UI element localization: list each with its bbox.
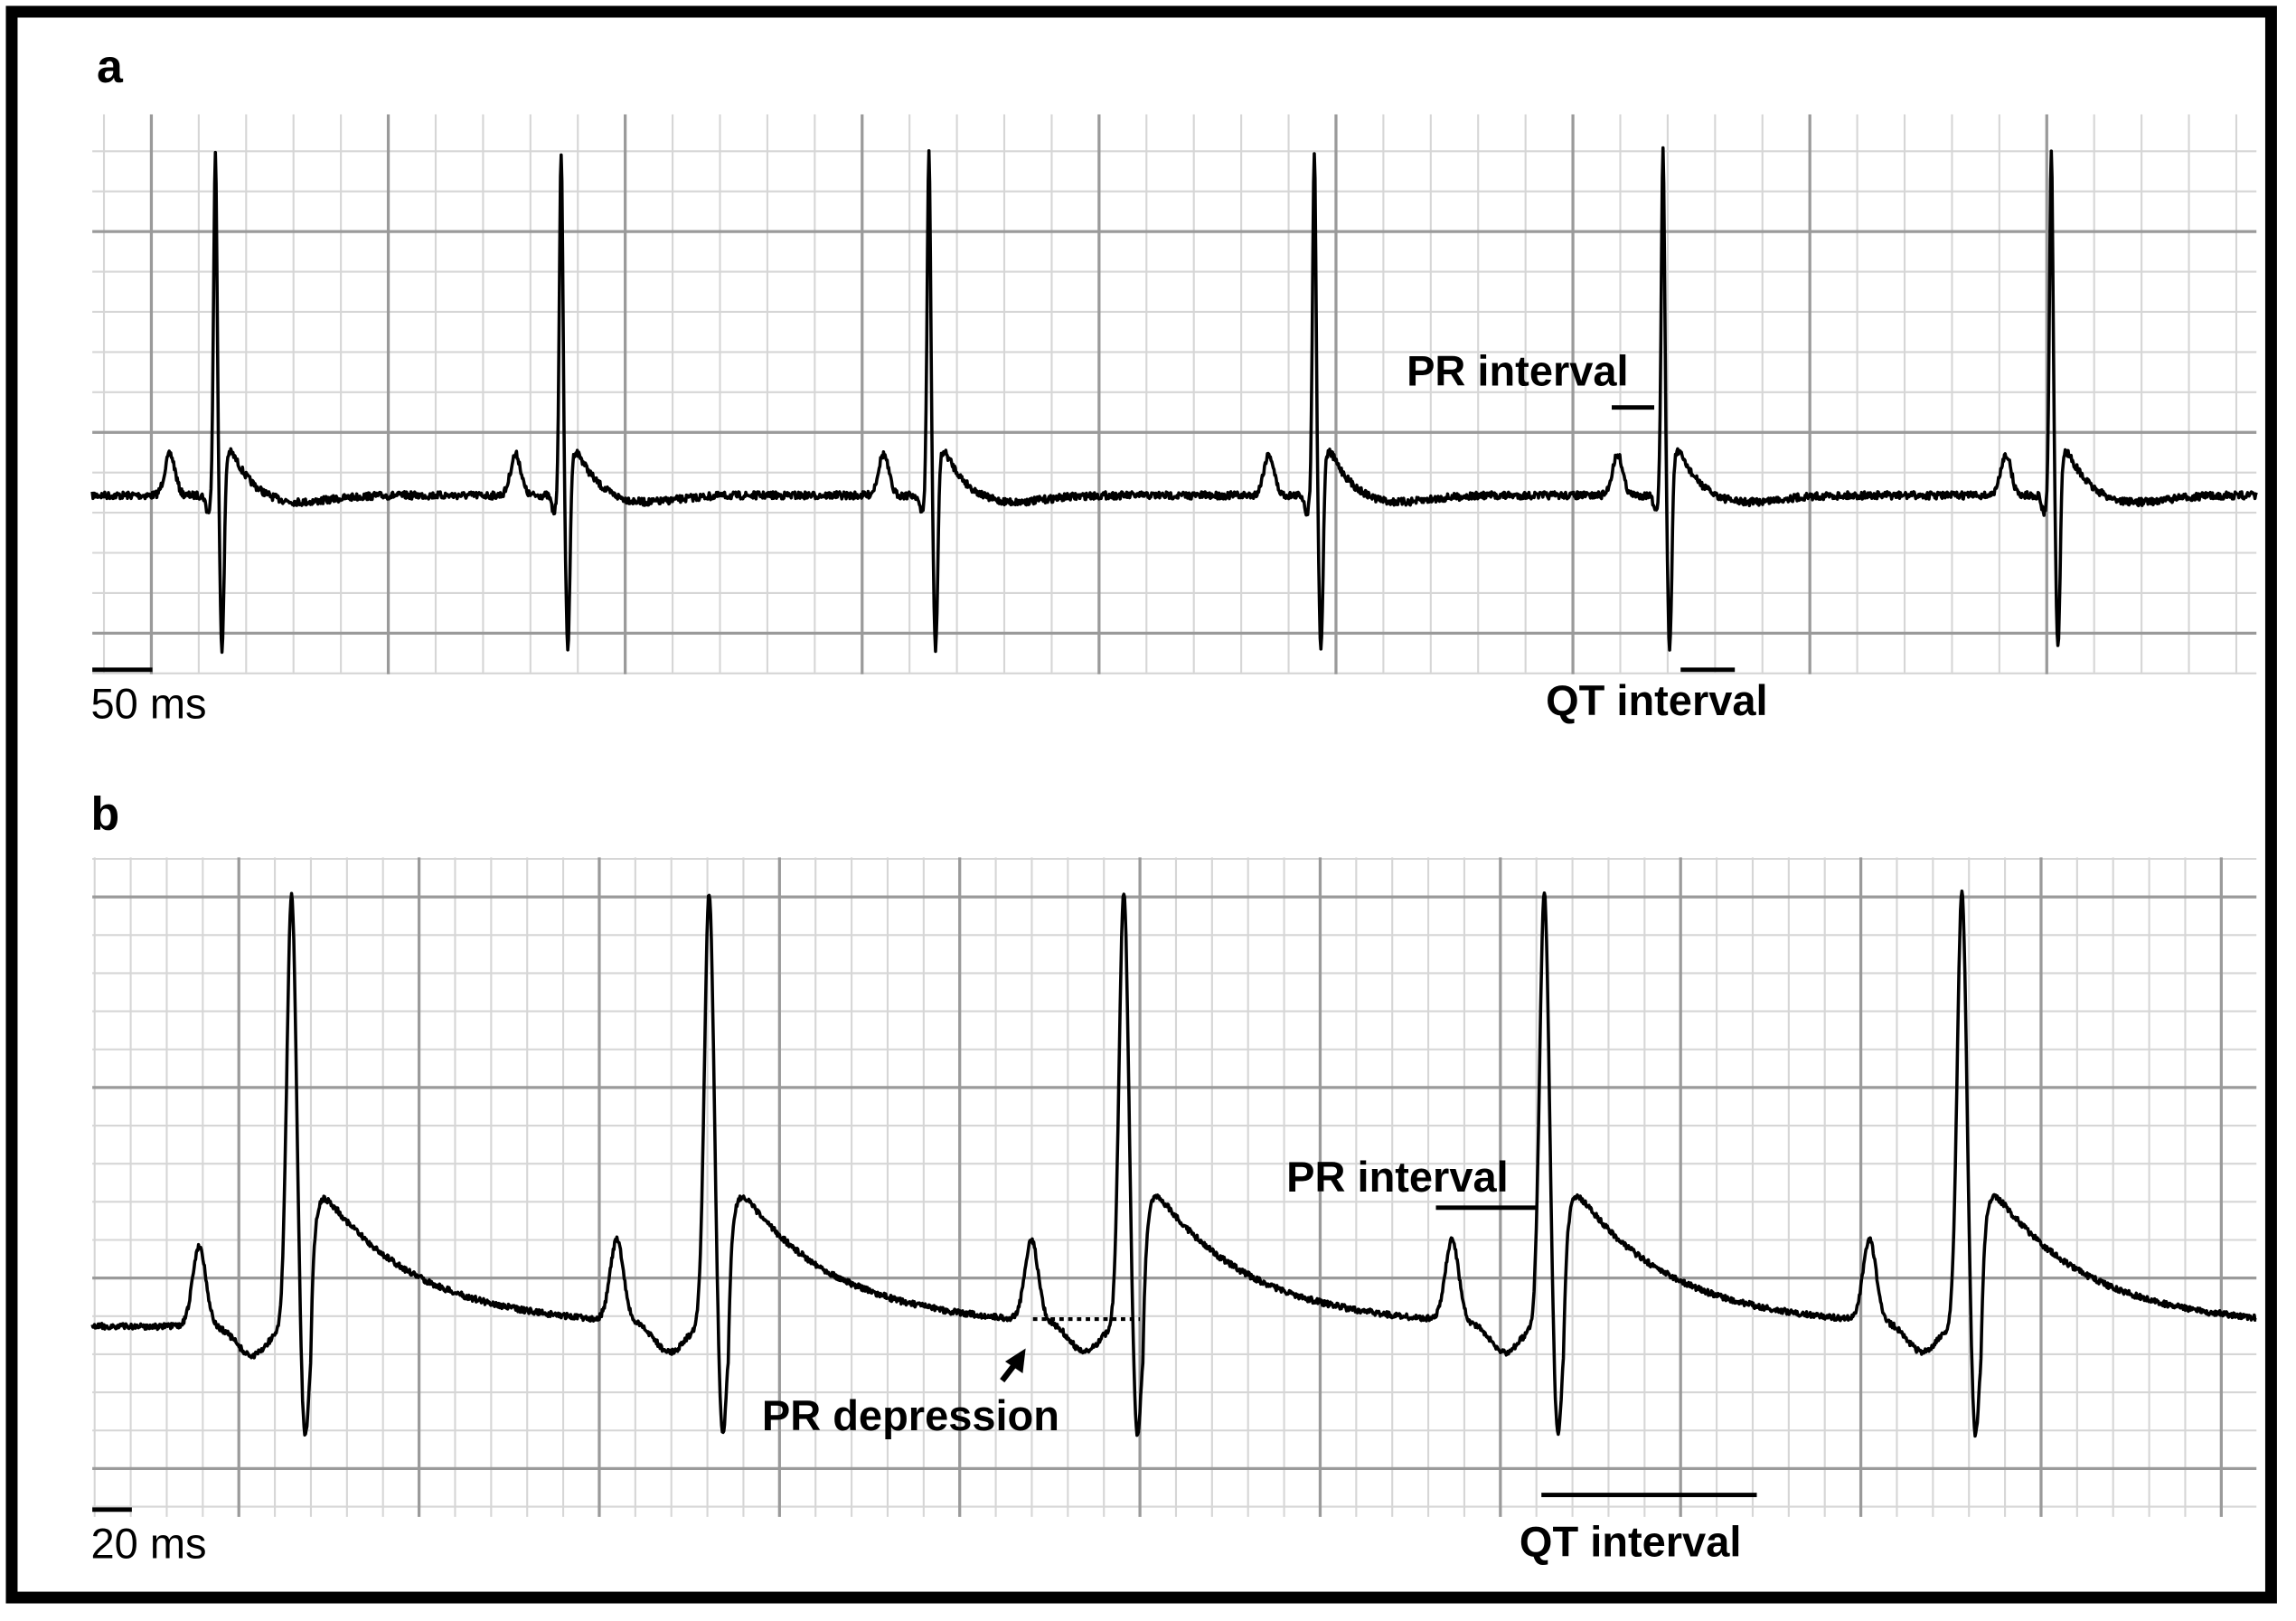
annotation: PR interval bbox=[1286, 1153, 1509, 1201]
scale-label: 50 ms bbox=[90, 679, 206, 727]
grid-b bbox=[92, 857, 2257, 1517]
ecg-trace bbox=[90, 146, 2258, 655]
annotation: QT interval bbox=[1520, 1518, 1741, 1566]
grid-a bbox=[92, 114, 2257, 674]
ecg-trace bbox=[90, 889, 2258, 1438]
traces bbox=[90, 146, 2258, 1438]
annotation: PR interval bbox=[1407, 346, 1629, 394]
panel-label: a bbox=[97, 40, 124, 92]
panel-label: b bbox=[90, 787, 119, 840]
annotation: QT interval bbox=[1546, 676, 1767, 724]
arrow-head bbox=[1004, 1348, 1026, 1374]
annotation: PR depression bbox=[762, 1391, 1059, 1439]
scale-label: 20 ms bbox=[90, 1519, 206, 1567]
